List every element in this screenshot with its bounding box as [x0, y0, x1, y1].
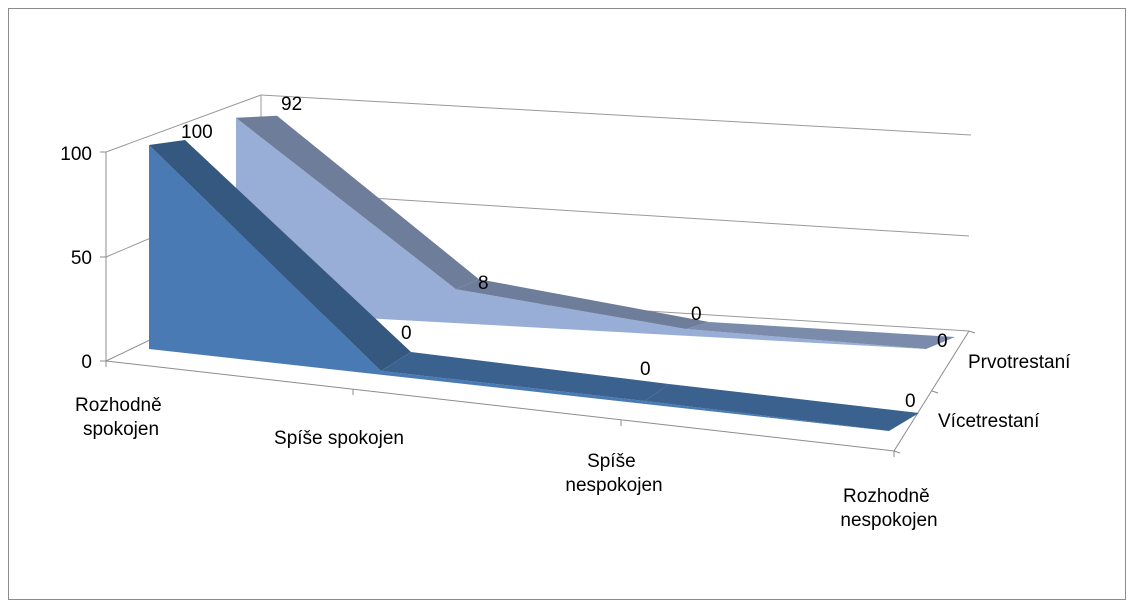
series-prvotrestani-top-segment-2: [686, 322, 955, 349]
chart-svg: 0 50 100 92 8 0 0 100 0 0 0 Rozhodně spo…: [60, 94, 1071, 531]
data-label-prvotrestani-0: 92: [281, 94, 302, 115]
series-label-vicetrestani: Vícetrestaní: [938, 411, 1040, 432]
axes: [100, 151, 976, 457]
data-label-vicetrestani-3: 0: [905, 391, 916, 412]
series-vicetrestani-front-face: [149, 145, 889, 431]
data-label-vicetrestani-2: 0: [640, 359, 651, 380]
data-label-prvotrestani-3: 0: [937, 331, 948, 352]
x-axis-line: [105, 360, 895, 452]
depth-tick-front: [893, 450, 901, 454]
series-prvotrestani-top-segment-1: [456, 279, 709, 329]
category-label-0: Rozhodně spokojen: [75, 395, 167, 440]
y-tick-label-100: 100: [60, 144, 92, 165]
depth-tick-back: [968, 330, 976, 334]
series-prvotrestani-front-face: [236, 117, 926, 349]
depth-axis-line: [893, 330, 970, 452]
series-prvotrestani: [236, 115, 955, 349]
series-vicetrestani: [149, 140, 919, 431]
y-tick-label-0: 0: [81, 352, 92, 373]
series-vicetrestani-top-segment-1: [381, 352, 669, 401]
category-label-2: Spíše nespokojen: [565, 451, 662, 496]
gridline-100-back: [260, 94, 972, 136]
data-label-vicetrestani-0: 100: [181, 122, 213, 143]
data-label-vicetrestani-1: 0: [401, 323, 412, 344]
data-label-prvotrestani-2: 0: [691, 304, 702, 325]
category-label-1: Spíše spokojen: [274, 428, 404, 449]
y-tick-label-50: 50: [71, 248, 92, 269]
depth-tick-mid: [931, 390, 939, 394]
gridline-100: [105, 94, 262, 153]
chart-frame: 0 50 100 92 8 0 0 100 0 0 0 Rozhodně spo…: [8, 8, 1126, 600]
series-vicetrestani-top-segment-0: [149, 140, 411, 371]
series-prvotrestani-top-segment-0: [236, 115, 479, 290]
data-label-prvotrestani-1: 8: [478, 273, 489, 294]
series-vicetrestani-top-segment-2: [645, 384, 919, 431]
category-label-3: Rozhodně nespokojen: [840, 486, 937, 531]
series-label-prvotrestani: Prvotrestaní: [968, 352, 1071, 373]
